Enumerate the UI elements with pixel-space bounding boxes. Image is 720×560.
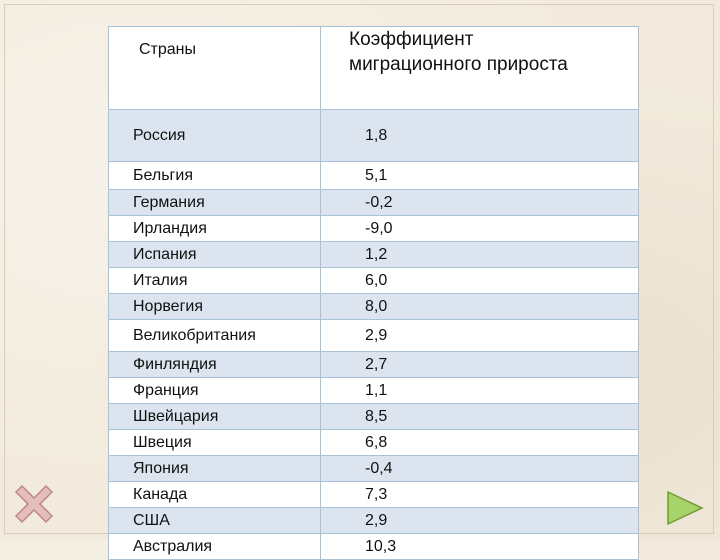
country-cell: Австралия [108, 533, 321, 560]
table-row: Швеция 6,8 [108, 429, 639, 456]
country-cell: Финляндия [108, 351, 321, 378]
table-row: Россия 1,8 [108, 109, 639, 162]
coefficient-cell: 2,9 [320, 507, 639, 534]
coefficient-cell: -0,2 [320, 189, 639, 216]
table-row: Норвегия 8,0 [108, 293, 639, 320]
coefficient-cell: 5,1 [320, 161, 639, 190]
coefficient-cell: 2,9 [320, 319, 639, 352]
country-cell: Япония [108, 455, 321, 482]
coefficient-cell: 1,2 [320, 241, 639, 268]
migration-table-container: Страны Коэффициент миграционного прирост… [108, 26, 639, 560]
table-header-row: Страны Коэффициент миграционного прирост… [108, 26, 639, 110]
close-x-graphic [14, 484, 54, 524]
table-row: Великобритания 2,9 [108, 319, 639, 352]
coefficient-cell: 7,3 [320, 481, 639, 508]
coefficient-cell: 6,0 [320, 267, 639, 294]
country-cell: Франция [108, 377, 321, 404]
header-coefficient: Коэффициент миграционного прироста [320, 26, 639, 110]
table-row: Италия 6,0 [108, 267, 639, 294]
header-coefficient-line1: Коэффициент [349, 29, 474, 50]
table-row: Франция 1,1 [108, 377, 639, 404]
coefficient-cell: -9,0 [320, 215, 639, 242]
table-row: Германия -0,2 [108, 189, 639, 216]
coefficient-cell: 2,7 [320, 351, 639, 378]
country-cell: Великобритания [108, 319, 321, 352]
country-cell: Ирландия [108, 215, 321, 242]
coefficient-cell: 8,5 [320, 403, 639, 430]
country-cell: Россия [108, 109, 321, 162]
country-cell: США [108, 507, 321, 534]
country-cell: Швеция [108, 429, 321, 456]
table-row: Швейцария 8,5 [108, 403, 639, 430]
table-row: Япония -0,4 [108, 455, 639, 482]
header-coefficient-line2: миграционного прироста [349, 54, 568, 75]
table-row: Австралия 10,3 [108, 533, 639, 560]
table-row: Бельгия 5,1 [108, 161, 639, 190]
coefficient-cell: -0,4 [320, 455, 639, 482]
coefficient-cell: 10,3 [320, 533, 639, 560]
coefficient-cell: 6,8 [320, 429, 639, 456]
close-x-icon[interactable] [8, 478, 60, 530]
country-cell: Швейцария [108, 403, 321, 430]
country-cell: Норвегия [108, 293, 321, 320]
table-row: Ирландия -9,0 [108, 215, 639, 242]
next-slide-graphic [667, 490, 704, 526]
table-body: Россия 1,8 Бельгия 5,1 Германия -0,2 Ирландия -… [108, 109, 639, 560]
country-cell: Канада [108, 481, 321, 508]
coefficient-cell: 1,8 [320, 109, 639, 162]
table-row: Финляндия 2,7 [108, 351, 639, 378]
country-cell: Испания [108, 241, 321, 268]
migration-table: Страны Коэффициент миграционного прирост… [108, 26, 639, 560]
table-row: США 2,9 [108, 507, 639, 534]
table-row: Испания 1,2 [108, 241, 639, 268]
country-cell: Германия [108, 189, 321, 216]
header-country: Страны [108, 26, 321, 110]
coefficient-cell: 8,0 [320, 293, 639, 320]
country-cell: Италия [108, 267, 321, 294]
coefficient-cell: 1,1 [320, 377, 639, 404]
country-cell: Бельгия [108, 161, 321, 190]
table-row: Канада 7,3 [108, 481, 639, 508]
play-triangle-icon[interactable] [660, 488, 708, 528]
